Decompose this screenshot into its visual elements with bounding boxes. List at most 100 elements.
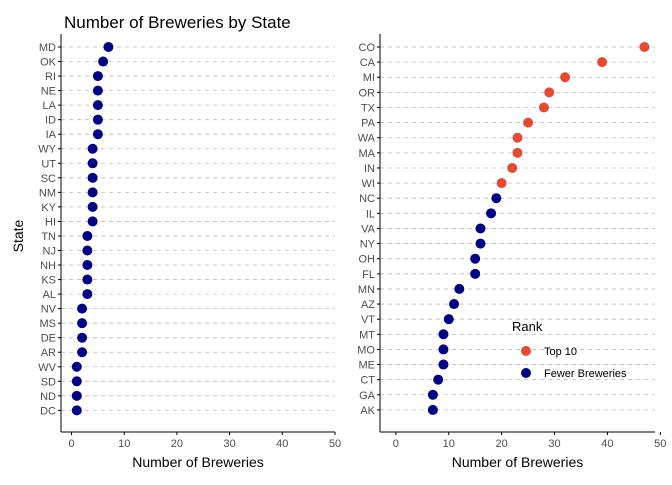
- data-point-ca: [597, 57, 608, 68]
- data-point-az: [449, 299, 460, 310]
- data-point-wv: [71, 361, 82, 372]
- y-tick-label: AK: [360, 405, 375, 417]
- data-point-mn: [454, 283, 465, 294]
- x-tick-label: 30: [223, 438, 235, 450]
- y-tick-label: MD: [39, 42, 56, 54]
- data-point-vt: [443, 314, 454, 325]
- data-point-ga: [427, 389, 438, 400]
- y-tick-label: NY: [360, 239, 376, 251]
- data-point-id: [92, 114, 103, 125]
- data-point-or: [544, 87, 555, 98]
- y-tick-label: DC: [40, 405, 56, 417]
- data-point-sd: [71, 376, 82, 387]
- data-point-me: [438, 359, 449, 370]
- x-tick-label: 50: [654, 438, 666, 450]
- x-tick-label: 40: [276, 438, 288, 450]
- y-tick-label: AL: [43, 289, 56, 301]
- data-point-hi: [87, 216, 98, 227]
- y-tick-label: GA: [359, 390, 376, 402]
- data-point-mt: [438, 329, 449, 340]
- data-point-va: [475, 223, 486, 234]
- y-tick-label: IA: [46, 129, 57, 141]
- data-point-nj: [82, 245, 93, 256]
- data-point-dc: [71, 405, 82, 416]
- y-tick-label: CT: [360, 375, 375, 387]
- y-tick-label: MI: [363, 72, 375, 84]
- y-tick-label: NC: [359, 193, 375, 205]
- right-panel: CO CA MI OR TX PA WA MA IN WI NC IL VA NY OH FL MN AZ VT MT…: [357, 34, 666, 470]
- data-point-md: [103, 42, 114, 52]
- y-tick-label: OR: [359, 87, 376, 99]
- y-tick-label: VT: [361, 314, 375, 326]
- y-tick-label: OH: [359, 254, 376, 266]
- data-point-mi: [560, 72, 571, 83]
- data-point-ak: [427, 404, 438, 415]
- y-tick-label: NE: [41, 86, 56, 98]
- y-tick-label: WI: [362, 178, 375, 190]
- y-tick-label: NV: [41, 304, 57, 316]
- y-tick-label: AR: [41, 347, 56, 359]
- x-tick-label: 0: [393, 438, 399, 450]
- y-tick-label: AZ: [361, 299, 375, 311]
- y-tick-label: SC: [41, 173, 56, 185]
- data-point-sc: [87, 172, 98, 183]
- legend-title: Rank: [512, 319, 543, 334]
- data-point-ri: [92, 71, 103, 82]
- y-tick-label: NJ: [43, 245, 56, 257]
- data-point-ut: [87, 158, 98, 169]
- y-tick-label: FL: [362, 269, 375, 281]
- data-point-de: [77, 332, 88, 343]
- y-tick-label: CA: [360, 57, 376, 69]
- data-point-la: [92, 100, 103, 111]
- data-point-nc: [491, 193, 502, 204]
- y-tick-label: TN: [41, 231, 56, 243]
- y-tick-label: SD: [41, 376, 56, 388]
- y-tick-label: TX: [361, 102, 376, 114]
- y-tick-label: ID: [45, 115, 56, 127]
- data-point-nv: [77, 303, 88, 314]
- data-point-tx: [538, 102, 549, 113]
- y-tick-label: MN: [358, 284, 375, 296]
- data-point-ky: [87, 201, 98, 212]
- left-panel: MD OK RI NE LA ID IA WY UT SC NM KY HI TN NJ NH KS AL NV MS…: [10, 34, 341, 470]
- x-tick-label: 20: [496, 438, 508, 450]
- data-point-co: [639, 42, 650, 52]
- data-point-ks: [82, 274, 93, 285]
- y-tick-label: MS: [40, 318, 57, 330]
- data-point-ma: [512, 147, 523, 158]
- y-tick-label: IL: [366, 208, 375, 220]
- x-axis-title: Number of Breweries: [132, 454, 264, 470]
- data-point-ne: [92, 85, 103, 96]
- legend-label: Fewer Breweries: [544, 368, 627, 380]
- data-point-oh: [470, 253, 481, 264]
- x-tick-label: 40: [601, 438, 613, 450]
- y-tick-label: LA: [43, 100, 57, 112]
- y-tick-label: NH: [40, 260, 56, 272]
- y-tick-label: UT: [41, 158, 56, 170]
- data-point-nd: [71, 390, 82, 401]
- x-tick-label: 30: [548, 438, 560, 450]
- y-tick-label: HI: [45, 216, 56, 228]
- y-axis-title: State: [10, 219, 26, 252]
- x-axis-title: Number of Breweries: [452, 454, 584, 470]
- x-tick-label: 50: [329, 438, 341, 450]
- y-tick-label: WV: [38, 362, 56, 374]
- x-tick-label: 10: [118, 438, 130, 450]
- data-point-wa: [512, 132, 523, 143]
- data-point-wy: [87, 143, 98, 154]
- data-point-il: [486, 208, 497, 219]
- data-point-mo: [438, 344, 449, 355]
- data-point-ok: [98, 56, 109, 67]
- legend-label: Top 10: [544, 346, 577, 358]
- legend-swatch: [521, 368, 531, 378]
- data-point-wi: [496, 178, 507, 189]
- y-tick-label: MA: [359, 148, 376, 160]
- y-tick-label: IN: [364, 163, 375, 175]
- x-tick-label: 10: [443, 438, 455, 450]
- data-point-ny: [475, 238, 486, 249]
- y-tick-label: OK: [40, 57, 57, 69]
- data-point-pa: [523, 117, 534, 128]
